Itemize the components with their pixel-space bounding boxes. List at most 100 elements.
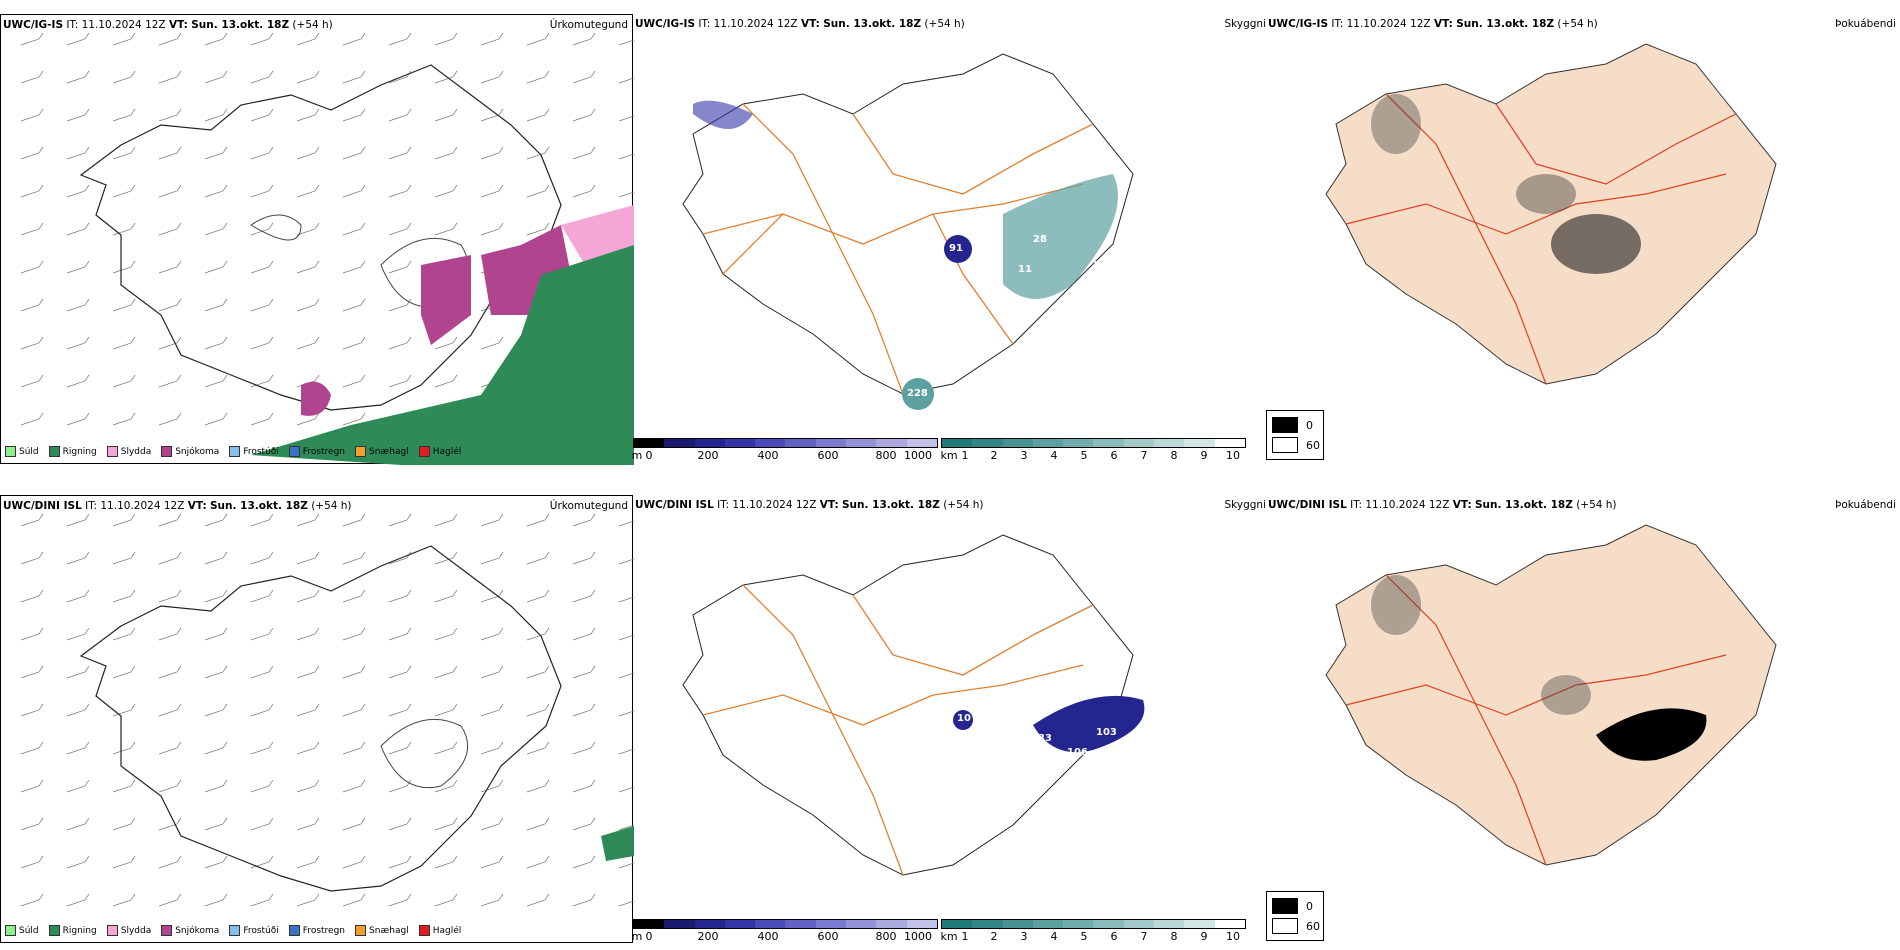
wind-barb	[434, 589, 458, 603]
wind-barb	[618, 900, 634, 907]
wind-barb	[112, 146, 136, 160]
wind-barb	[572, 70, 596, 84]
wind-barb	[250, 589, 274, 603]
wind-barb	[296, 779, 320, 793]
wind-barb	[388, 32, 412, 46]
wind-barb	[526, 184, 550, 198]
wind-barb	[296, 222, 320, 236]
ceiling-label: 176	[1109, 274, 1130, 285]
wind-barb	[20, 741, 44, 755]
wind-barb	[250, 627, 274, 641]
wind-barb	[526, 893, 550, 907]
wind-barb	[204, 551, 228, 565]
wind-barb	[158, 108, 182, 122]
wind-barb	[618, 153, 634, 160]
wind-barb	[388, 184, 412, 198]
visibility-tick: 1	[961, 930, 969, 943]
wind-barb	[434, 336, 458, 350]
ceiling-tick: 400	[757, 449, 779, 462]
ceiling-unit: m	[631, 930, 643, 943]
wind-barb	[572, 893, 596, 907]
visibility-cell	[1154, 920, 1185, 928]
wind-barb	[204, 32, 228, 46]
wind-barb	[250, 32, 274, 46]
ceiling-cell	[906, 439, 937, 447]
fog-panel-row1: UWC/IG-IS IT: 11.10.2024 12Z VT: Sun. 13…	[1266, 14, 1900, 464]
wind-barb	[480, 741, 504, 755]
wind-barb	[250, 184, 274, 198]
ceiling-cell	[906, 920, 937, 928]
wind-barb	[20, 412, 44, 426]
wind-barb	[296, 260, 320, 274]
ceiling-unit: m	[631, 449, 643, 462]
cloud-map-row1	[682, 53, 1134, 410]
wind-barb	[204, 298, 228, 312]
wind-barb	[388, 513, 412, 527]
wind-barb	[342, 589, 366, 603]
wind-barb	[388, 855, 412, 869]
precip-map-row1	[20, 32, 634, 465]
wind-barb	[480, 108, 504, 122]
wind-barb	[480, 855, 504, 869]
wind-barb	[204, 412, 228, 426]
wind-barb	[296, 146, 320, 160]
wind-barb	[526, 70, 550, 84]
visibility-cell	[1093, 920, 1124, 928]
visibility-tick: 4	[1050, 930, 1058, 943]
wind-barb	[66, 665, 90, 679]
ceiling-cell	[876, 920, 907, 928]
ceiling-label: 106	[1067, 747, 1088, 758]
ceiling-cell	[755, 920, 786, 928]
wind-barb	[20, 146, 44, 160]
ceiling-cell	[694, 439, 725, 447]
wind-barb	[618, 710, 634, 717]
precip-map-row2	[20, 513, 634, 907]
wind-barb	[112, 70, 136, 84]
wind-barb	[434, 222, 458, 236]
wind-barb	[618, 39, 634, 46]
wind-barb	[250, 374, 274, 388]
wind-barb	[20, 589, 44, 603]
wind-barb	[204, 703, 228, 717]
wind-barb	[204, 108, 228, 122]
wind-barb	[66, 336, 90, 350]
wind-barb	[66, 374, 90, 388]
wind-barb	[250, 336, 274, 350]
wind-barb	[342, 374, 366, 388]
fog-legend-high: 0	[1306, 899, 1313, 913]
precip-header-row2: UWC/DINI ISL IT: 11.10.2024 12Z VT: Sun.…	[3, 500, 352, 512]
visibility-colorbar-row1: km 1 2 3 4 5 6 7 8 9 10	[940, 438, 1246, 462]
cloud-labels-row2: 10 233 106 103	[633, 495, 1266, 915]
wind-barb	[388, 108, 412, 122]
ceiling-tick: 800	[875, 930, 897, 943]
visibility-tick: 10	[1226, 449, 1240, 462]
cloud-title-row2: Skyggni	[1224, 499, 1267, 511]
wind-barb	[526, 855, 550, 869]
wind-barb	[434, 855, 458, 869]
wind-barb	[342, 222, 366, 236]
wind-barb	[296, 741, 320, 755]
wind-barb	[112, 741, 136, 755]
ceiling-label: 10	[957, 713, 971, 724]
wind-barb	[296, 298, 320, 312]
wind-barb	[158, 374, 182, 388]
ceiling-tick: 800	[875, 449, 897, 462]
wind-barb	[342, 741, 366, 755]
wind-barb	[112, 108, 136, 122]
ceiling-tick: 600	[817, 930, 839, 943]
wind-barb	[66, 589, 90, 603]
wind-barb	[342, 32, 366, 46]
wind-barb	[112, 412, 136, 426]
fog-legend-low: 60	[1306, 919, 1320, 933]
wind-barb	[618, 672, 634, 679]
wind-barb	[526, 779, 550, 793]
fog-legend-high: 0	[1306, 418, 1313, 432]
wind-barb	[342, 336, 366, 350]
wind-barb	[250, 70, 274, 84]
visibility-tick: 9	[1200, 930, 1208, 943]
ceiling-label: 138	[905, 359, 926, 370]
wind-barb	[572, 703, 596, 717]
wind-barb	[618, 824, 634, 831]
wind-barb	[296, 893, 320, 907]
wind-barb	[204, 336, 228, 350]
